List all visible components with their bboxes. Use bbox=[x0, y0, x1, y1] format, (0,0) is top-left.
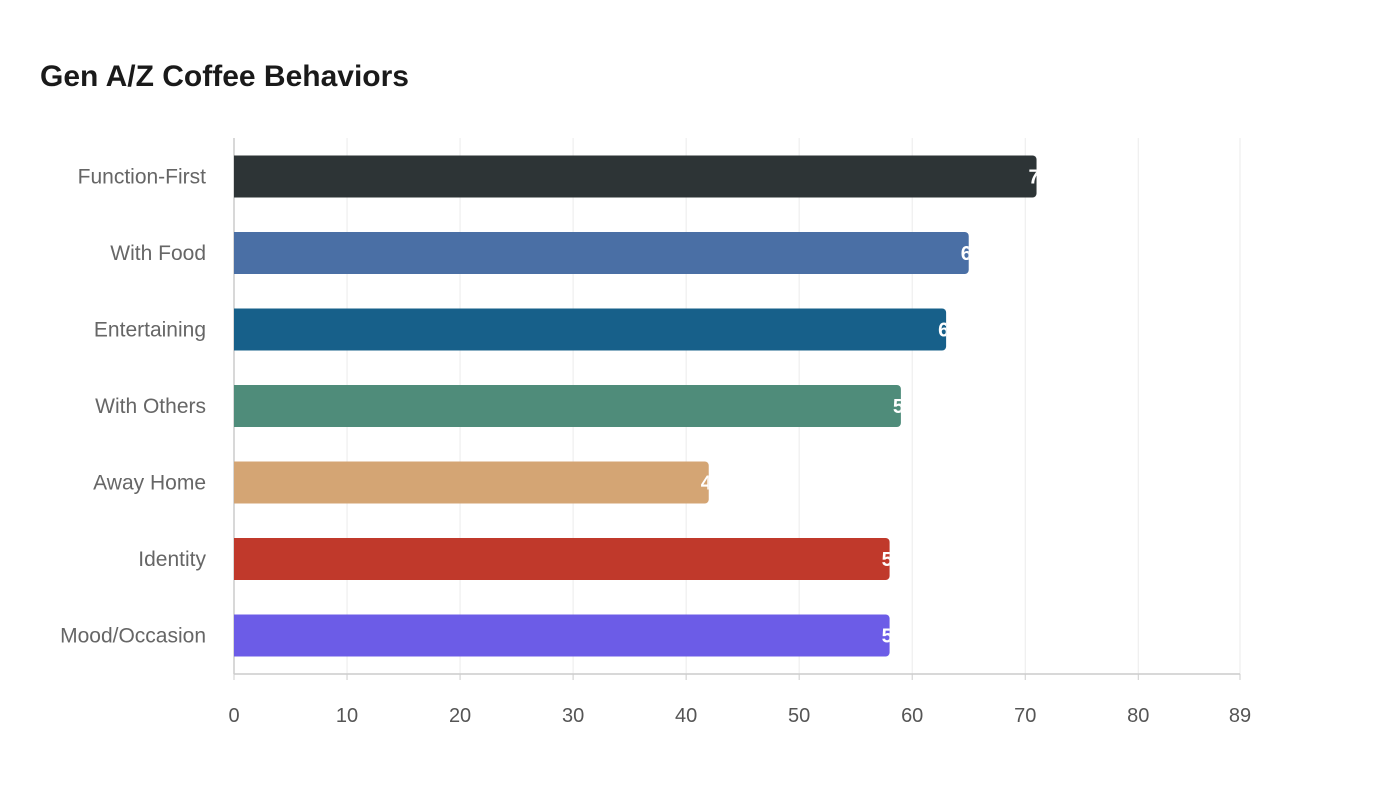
bar[interactable] bbox=[234, 614, 890, 657]
bar[interactable] bbox=[234, 155, 1037, 198]
data-label: 71 bbox=[1029, 167, 1051, 189]
x-tick-label: 50 bbox=[788, 705, 810, 727]
x-tick-label: 10 bbox=[336, 705, 358, 727]
data-labels: 71 65 63 59 42 58 58 bbox=[701, 167, 1051, 648]
bar-edge bbox=[234, 385, 240, 427]
data-label: 59 bbox=[893, 396, 915, 418]
category-label: Away Home bbox=[93, 472, 206, 495]
x-tick-label: 30 bbox=[562, 705, 584, 727]
bar-edge bbox=[234, 538, 240, 580]
bar-edge bbox=[234, 461, 240, 504]
bars bbox=[234, 155, 1037, 657]
bar[interactable] bbox=[234, 308, 947, 351]
category-label: Mood/Occasion bbox=[60, 625, 206, 648]
bar[interactable] bbox=[234, 461, 709, 504]
x-axis bbox=[233, 673, 1241, 680]
category-label: Identity bbox=[138, 548, 206, 571]
bar-edge bbox=[234, 232, 240, 274]
x-tick-label: 0 bbox=[228, 705, 239, 727]
category-label: Function-First bbox=[78, 166, 207, 189]
bar-edge bbox=[234, 155, 240, 198]
x-tick-label: 89 bbox=[1229, 705, 1251, 727]
x-tick-label: 70 bbox=[1014, 705, 1036, 727]
data-label: 58 bbox=[882, 549, 904, 571]
category-labels: Function-First With Food Entertaining With … bbox=[60, 166, 206, 648]
category-label: Entertaining bbox=[94, 319, 206, 342]
bar-edge bbox=[234, 614, 240, 657]
bar[interactable] bbox=[234, 232, 969, 274]
data-label: 65 bbox=[961, 243, 983, 265]
x-tick-label: 80 bbox=[1127, 705, 1149, 727]
x-tick-label: 60 bbox=[901, 705, 923, 727]
category-label: With Food bbox=[110, 242, 206, 265]
bar[interactable] bbox=[234, 385, 901, 427]
category-label: With Others bbox=[95, 395, 206, 418]
data-label: 58 bbox=[882, 626, 904, 648]
x-tick-label: 40 bbox=[675, 705, 697, 727]
data-label: 63 bbox=[938, 320, 960, 342]
x-tick-labels: 0 10 20 30 40 50 60 70 80 89 bbox=[228, 705, 1251, 727]
data-label: 42 bbox=[701, 473, 723, 495]
x-tick-label: 20 bbox=[449, 705, 471, 727]
bar-edge bbox=[234, 308, 240, 351]
bar[interactable] bbox=[234, 538, 890, 580]
chart-title: Gen A/Z Coffee Behaviors bbox=[40, 60, 409, 93]
